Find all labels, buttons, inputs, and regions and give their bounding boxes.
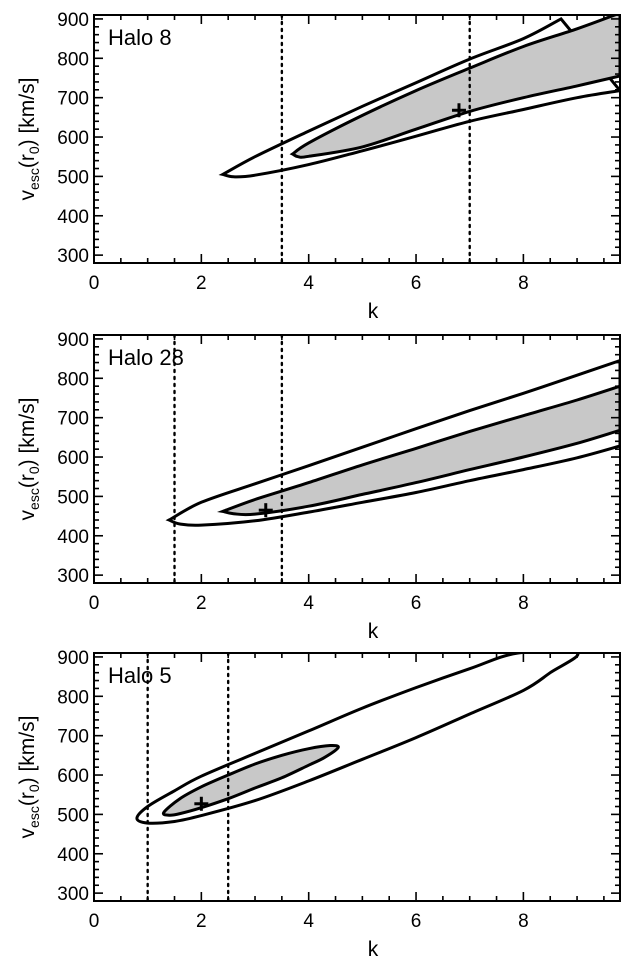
y-tick-label: 500 <box>57 167 89 188</box>
x-tick-label: 6 <box>411 273 422 294</box>
y-tick-label: 700 <box>57 409 89 430</box>
y-tick-label: 500 <box>57 487 89 508</box>
y-tick-label: 800 <box>57 49 89 70</box>
y-tick-label: 300 <box>57 884 89 905</box>
x-axis-label: k <box>368 300 379 323</box>
x-tick-label: 8 <box>518 911 529 932</box>
x-tick-label: 4 <box>303 273 314 294</box>
y-tick-label: 800 <box>57 687 89 708</box>
x-tick-label: 0 <box>89 593 100 614</box>
panel-title: Halo 28 <box>108 345 184 370</box>
axes-frame <box>93 334 621 584</box>
y-tick-label: 900 <box>57 648 89 669</box>
x-tick-label: 6 <box>411 911 422 932</box>
y-tick-label: 400 <box>57 207 89 228</box>
x-tick-label: 2 <box>196 273 207 294</box>
x-tick-label: 0 <box>89 273 100 294</box>
best-fit-marker <box>258 503 273 518</box>
panel-title: Halo 5 <box>108 663 172 688</box>
y-tick-label: 600 <box>57 448 89 469</box>
best-fit-marker <box>451 103 466 118</box>
plot-area <box>135 653 580 901</box>
y-tick-label: 900 <box>57 330 89 351</box>
inner-confidence-contour <box>216 384 620 517</box>
plot-area <box>165 335 620 583</box>
x-tick-label: 8 <box>518 593 529 614</box>
y-tick-label: 400 <box>57 845 89 866</box>
x-tick-label: 2 <box>196 911 207 932</box>
axes-frame <box>93 652 621 902</box>
panel-2: 0 2 4 6 8 300 400 500 600 700 800 900 k vesc(r0) [km/… <box>16 330 621 643</box>
x-axis-label: k <box>368 620 379 643</box>
inner-confidence-contour <box>289 15 620 159</box>
best-fit-marker <box>194 796 209 811</box>
y-axis-label: vesc(r0) [km/s] <box>16 78 42 201</box>
inner-confidence-contour <box>161 743 340 817</box>
axes-frame <box>93 14 621 264</box>
y-tick-label: 900 <box>57 10 89 31</box>
y-tick-label: 300 <box>57 566 89 587</box>
y-axis-label: vesc(r0) [km/s] <box>16 716 42 839</box>
y-tick-label: 300 <box>57 246 89 267</box>
y-tick-label: 700 <box>57 89 89 110</box>
y-tick-label: 700 <box>57 727 89 748</box>
panel-title: Halo 8 <box>108 25 172 50</box>
x-tick-label: 8 <box>518 273 529 294</box>
plot-area <box>218 15 620 263</box>
x-axis-label: k <box>368 938 379 957</box>
panel-1: 0 2 4 6 8 300 400 500 600 700 800 900 k vesc(r0) [km/… <box>16 10 621 323</box>
y-tick-label: 400 <box>57 527 89 548</box>
y-tick-label: 500 <box>57 805 89 826</box>
y-tick-label: 600 <box>57 128 89 149</box>
x-tick-label: 6 <box>411 593 422 614</box>
y-tick-label: 600 <box>57 766 89 787</box>
x-tick-label: 0 <box>89 911 100 932</box>
y-axis-label: vesc(r0) [km/s] <box>16 398 42 521</box>
y-tick-label: 800 <box>57 369 89 390</box>
x-tick-label: 4 <box>303 593 314 614</box>
x-tick-label: 2 <box>196 593 207 614</box>
x-tick-label: 4 <box>303 911 314 932</box>
panel-3: 0 2 4 6 8 300 400 500 600 700 800 900 k vesc(r0) [km/… <box>16 648 621 957</box>
